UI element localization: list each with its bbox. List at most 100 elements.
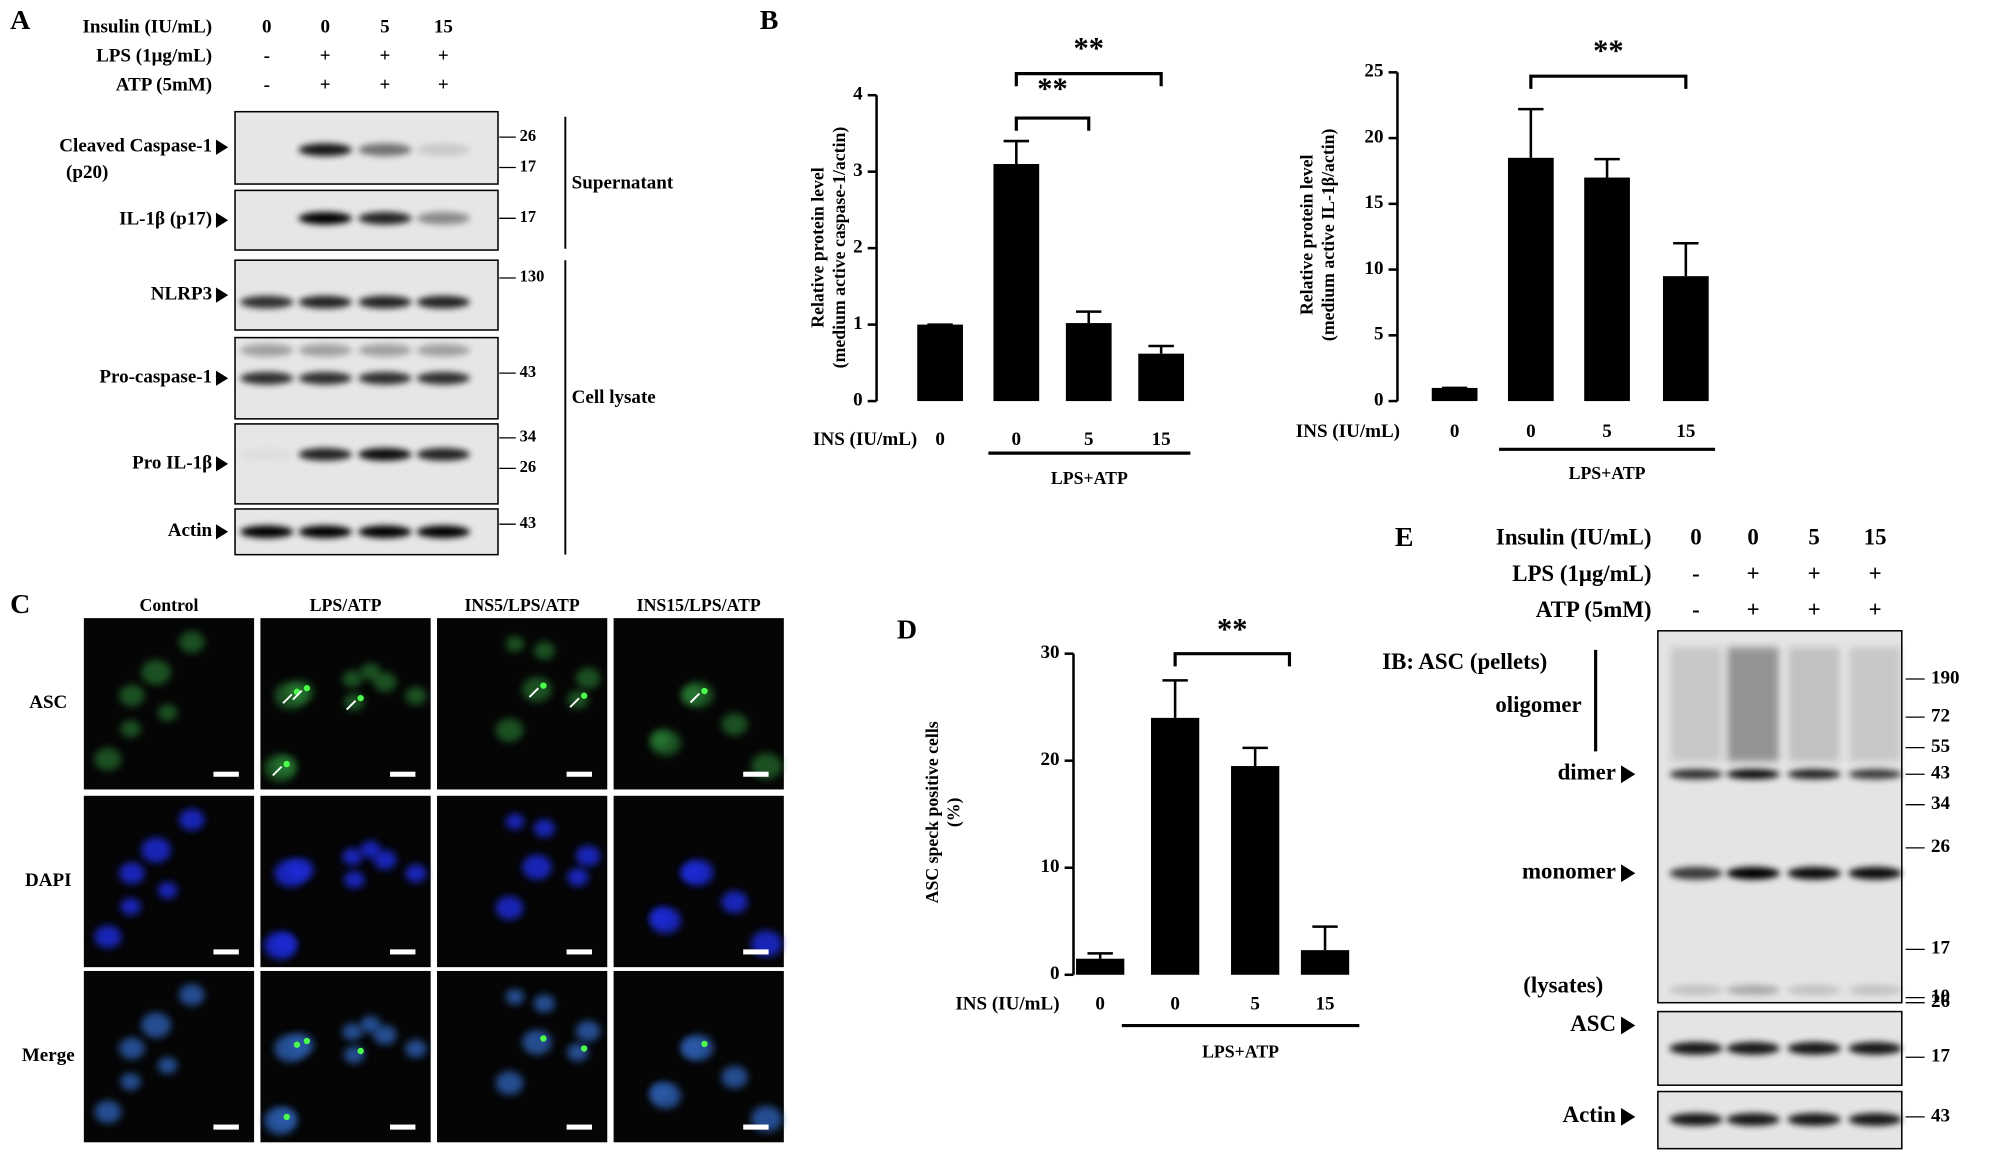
y-tick-label: 0 [1374,389,1384,410]
micrograph [437,618,608,790]
band [1669,1113,1723,1126]
x-axis-label: INS (IU/mL) [955,994,1059,1015]
marker-label: 10 [1931,986,1950,1007]
cell [721,713,748,736]
bar [1138,353,1185,402]
lane-label: + [380,45,391,66]
error-bar [1076,310,1102,324]
speck [357,1047,364,1055]
cell [119,862,145,885]
band [240,525,294,539]
cell [567,868,589,887]
x-tick-label: 0 [935,429,945,450]
y-tick-label: 15 [1364,192,1383,213]
panel-label: C [10,589,30,620]
y-axis-label: (medium active IL-1β/actin) [1318,128,1339,341]
error-bar [1242,746,1268,767]
lane-label: + [320,75,331,96]
cell [179,808,205,831]
cell [373,672,397,692]
marker-label: 43 [1931,1105,1950,1126]
cell [505,636,525,652]
band [1848,769,1902,780]
blot-sublabel: (p20) [66,162,108,183]
x-tick-label: 15 [1152,429,1171,450]
speck [540,682,547,689]
scale-bar [213,1124,239,1130]
blot [234,423,499,505]
error-bar [1518,107,1544,158]
x-tick-label: 5 [1602,421,1612,442]
speck [357,694,364,702]
lane-label: 15 [434,16,453,37]
band [1848,1042,1902,1055]
band [358,295,412,309]
x-tick-label: 0 [1095,994,1105,1015]
x-axis-label: INS (IU/mL) [813,429,917,450]
marker-label: 26 [1931,836,1950,857]
cell [495,1071,524,1095]
band [298,448,352,461]
lane-label: - [264,45,270,66]
lane-label: 0 [320,16,330,37]
arrow [528,687,539,698]
cell [342,848,363,866]
y-tick-label: 25 [1364,61,1383,82]
arrowhead [215,456,229,472]
group-label: Supernatant [572,172,674,193]
smear [1670,647,1722,762]
arrow [689,692,701,704]
lane-label: + [438,75,449,96]
blot [234,259,499,331]
arrowhead [1621,1016,1636,1035]
band [358,525,412,539]
cell [680,685,703,705]
cell [342,1023,363,1041]
cell [533,819,555,838]
cell [157,882,178,899]
marker-label: 190 [1931,667,1960,688]
column-label: INS5/LPS/ATP [465,595,580,615]
lane-label: 5 [380,16,390,37]
bar [1150,717,1200,975]
condition-label: Insulin (IU/mL) [83,16,213,37]
condition-label: ATP (5mM) [1536,597,1652,622]
cell [273,934,296,953]
bar [1076,958,1125,975]
x-tick-label: 0 [1526,421,1536,442]
y-tick-label: 3 [853,160,863,181]
y-tick-label: 5 [1374,324,1384,345]
y-axis-label: Relative protein level [807,167,827,327]
y-tick-label: 10 [1040,856,1059,877]
band [358,343,412,357]
smear [1788,647,1840,762]
scale-bar [566,1124,593,1130]
band [358,371,412,385]
cell [94,1100,122,1124]
speck [701,687,708,695]
band [298,371,352,385]
speck [283,760,290,768]
arrowhead [1621,765,1636,784]
column-label: LPS/ATP [310,595,382,615]
x-tick-label: 0 [1450,421,1460,442]
lane-label: 15 [1864,525,1887,550]
significance-label: ** [1073,31,1103,65]
cell [505,813,525,830]
arrow [346,699,357,711]
band [416,448,471,461]
group-label: LPS+ATP [1051,468,1128,488]
group-label: LPS+ATP [1202,1042,1279,1062]
lane-label: 5 [1808,525,1819,550]
micrograph [83,970,255,1143]
arrowhead [215,370,229,386]
smear [1849,647,1901,762]
arrow [569,697,580,708]
band [358,211,412,225]
bar [1662,276,1709,402]
lane-label: + [1747,561,1760,586]
lane-label: - [1692,561,1700,586]
band [298,211,352,225]
band [1669,866,1723,880]
cell [344,870,365,889]
